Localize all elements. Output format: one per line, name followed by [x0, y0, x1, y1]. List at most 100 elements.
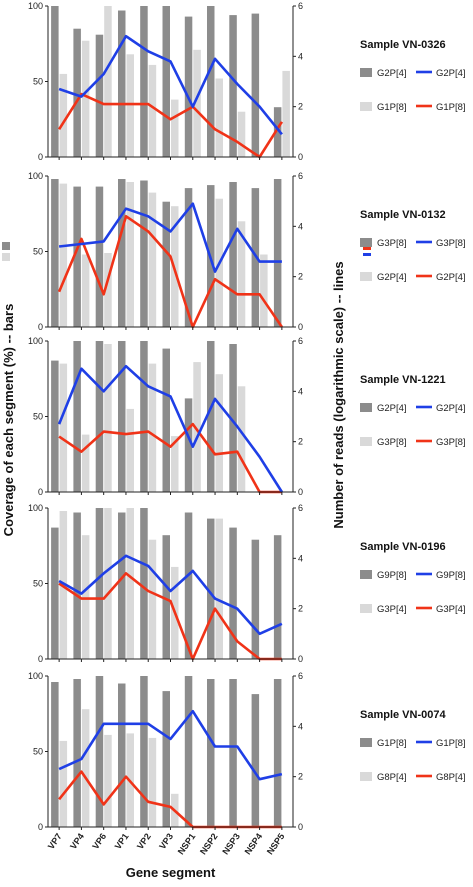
axis-swatch-dark [2, 242, 10, 250]
panel-3: 0 50 100 0 2 4 6 Sample VN-1221 G2P[4] G2P[4] G3P[… [28, 336, 466, 497]
bar-light [148, 192, 157, 327]
panel-1: 0 50 100 0 2 4 6 Sample VN-0326 G2P[4] G2P[4] G1P[… [28, 1, 466, 162]
x-tick-label: VP1 [113, 831, 131, 851]
left-tick-label: 50 [33, 412, 43, 422]
right-tick-label: 4 [298, 386, 303, 396]
bar-light [81, 709, 90, 827]
sample-title: Sample VN-0132 [360, 209, 446, 221]
right-tick-label: 6 [298, 1, 303, 11]
left-tick-label: 0 [38, 322, 43, 332]
bar-dark [51, 682, 59, 827]
bar-dark [73, 28, 81, 158]
left-tick-label: 0 [38, 487, 43, 497]
bar-dark [118, 683, 126, 827]
bar-dark [184, 188, 193, 327]
bar-light [126, 54, 134, 157]
left-tick-label: 100 [28, 1, 43, 11]
right-tick-label: 4 [298, 721, 303, 731]
x-tick-label: NSP3 [220, 831, 242, 856]
bar-light [59, 740, 68, 827]
bar-light [126, 408, 134, 492]
left-tick-label: 0 [38, 654, 43, 664]
legend-label-light: G1P[8] [377, 102, 407, 113]
legend-label-dark: G1P[8] [377, 738, 407, 749]
bar-dark [207, 679, 215, 827]
sample-title: Sample VN-0326 [360, 39, 446, 51]
bar-dark [229, 182, 237, 327]
x-tick-label: VP4 [68, 831, 86, 851]
bar-dark [273, 107, 282, 157]
bar-dark [162, 201, 170, 327]
bar-dark [251, 694, 260, 827]
legend-label-blue: G3P[8] [436, 238, 466, 249]
left-tick-label: 0 [38, 152, 43, 162]
legend-label-blue: G9P[8] [436, 570, 466, 581]
legend-label-red: G8P[4] [436, 772, 466, 783]
bar-dark [273, 179, 282, 327]
bar-dark [229, 344, 237, 492]
legend-swatch-dark [360, 238, 372, 247]
legend-label-dark: G2P[4] [377, 68, 407, 79]
panel-4: 0 50 100 0 2 4 6 Sample VN-0196 G9P[8] G9P[8] G3P[… [28, 503, 466, 664]
bar-light [104, 6, 112, 157]
left-tick-label: 50 [33, 77, 43, 87]
bar-dark [229, 527, 237, 659]
bar-light [104, 508, 112, 659]
bar-light [81, 535, 90, 659]
bar-light [171, 436, 179, 492]
bar-dark [73, 512, 81, 659]
bar-light [215, 78, 223, 157]
right-tick-label: 0 [298, 654, 303, 664]
bar-dark [118, 512, 126, 659]
line-red [58, 422, 282, 494]
legend-swatch-light [360, 102, 372, 111]
bar-dark [95, 341, 104, 492]
bar-dark [73, 341, 81, 492]
x-axis-title: Gene segment [126, 865, 216, 880]
x-tick-label: NSP2 [198, 831, 220, 856]
right-tick-label: 6 [298, 671, 303, 681]
legend-label-light: G2P[4] [377, 272, 407, 283]
bar-light [237, 111, 246, 157]
legend-label-blue: G2P[4] [436, 403, 466, 414]
bar-light [104, 344, 112, 492]
line-blue [58, 202, 282, 273]
bar-light [148, 539, 157, 659]
bar-light [237, 221, 246, 327]
left-tick-label: 50 [33, 247, 43, 257]
bar-dark [140, 180, 148, 327]
bar-light [148, 737, 157, 827]
bar-dark [273, 679, 282, 827]
bar-dark [229, 679, 237, 827]
bar-dark [118, 179, 126, 327]
right-tick-label: 0 [298, 322, 303, 332]
line-red [58, 572, 282, 661]
bar-light [126, 508, 134, 659]
bar-dark [95, 186, 104, 327]
legend-label-red: G1P[8] [436, 102, 466, 113]
left-tick-label: 50 [33, 579, 43, 589]
x-tick-label: NSP1 [176, 831, 198, 856]
right-tick-label: 2 [298, 772, 303, 782]
left-tick-label: 0 [38, 822, 43, 832]
right-tick-label: 6 [298, 336, 303, 346]
legend-label-dark: G3P[8] [377, 238, 407, 249]
bar-dark [184, 16, 193, 157]
bar-dark [207, 341, 215, 492]
x-tick-label: VP7 [46, 831, 64, 851]
right-tick-label: 4 [298, 221, 303, 231]
legend-label-blue: G1P[8] [436, 738, 466, 749]
bar-light [104, 253, 112, 327]
bar-dark [95, 508, 104, 659]
left-tick-label: 100 [28, 336, 43, 346]
legend-label-red: G2P[4] [436, 272, 466, 283]
bar-dark [184, 676, 193, 827]
bar-dark [140, 508, 148, 659]
line-blue [58, 709, 283, 781]
line-blue [58, 554, 283, 636]
x-tick-label: VP3 [157, 831, 175, 851]
sample-title: Sample VN-0074 [360, 709, 446, 721]
bar-light [193, 49, 201, 157]
bar-light [260, 254, 268, 327]
bar-dark [162, 348, 170, 492]
